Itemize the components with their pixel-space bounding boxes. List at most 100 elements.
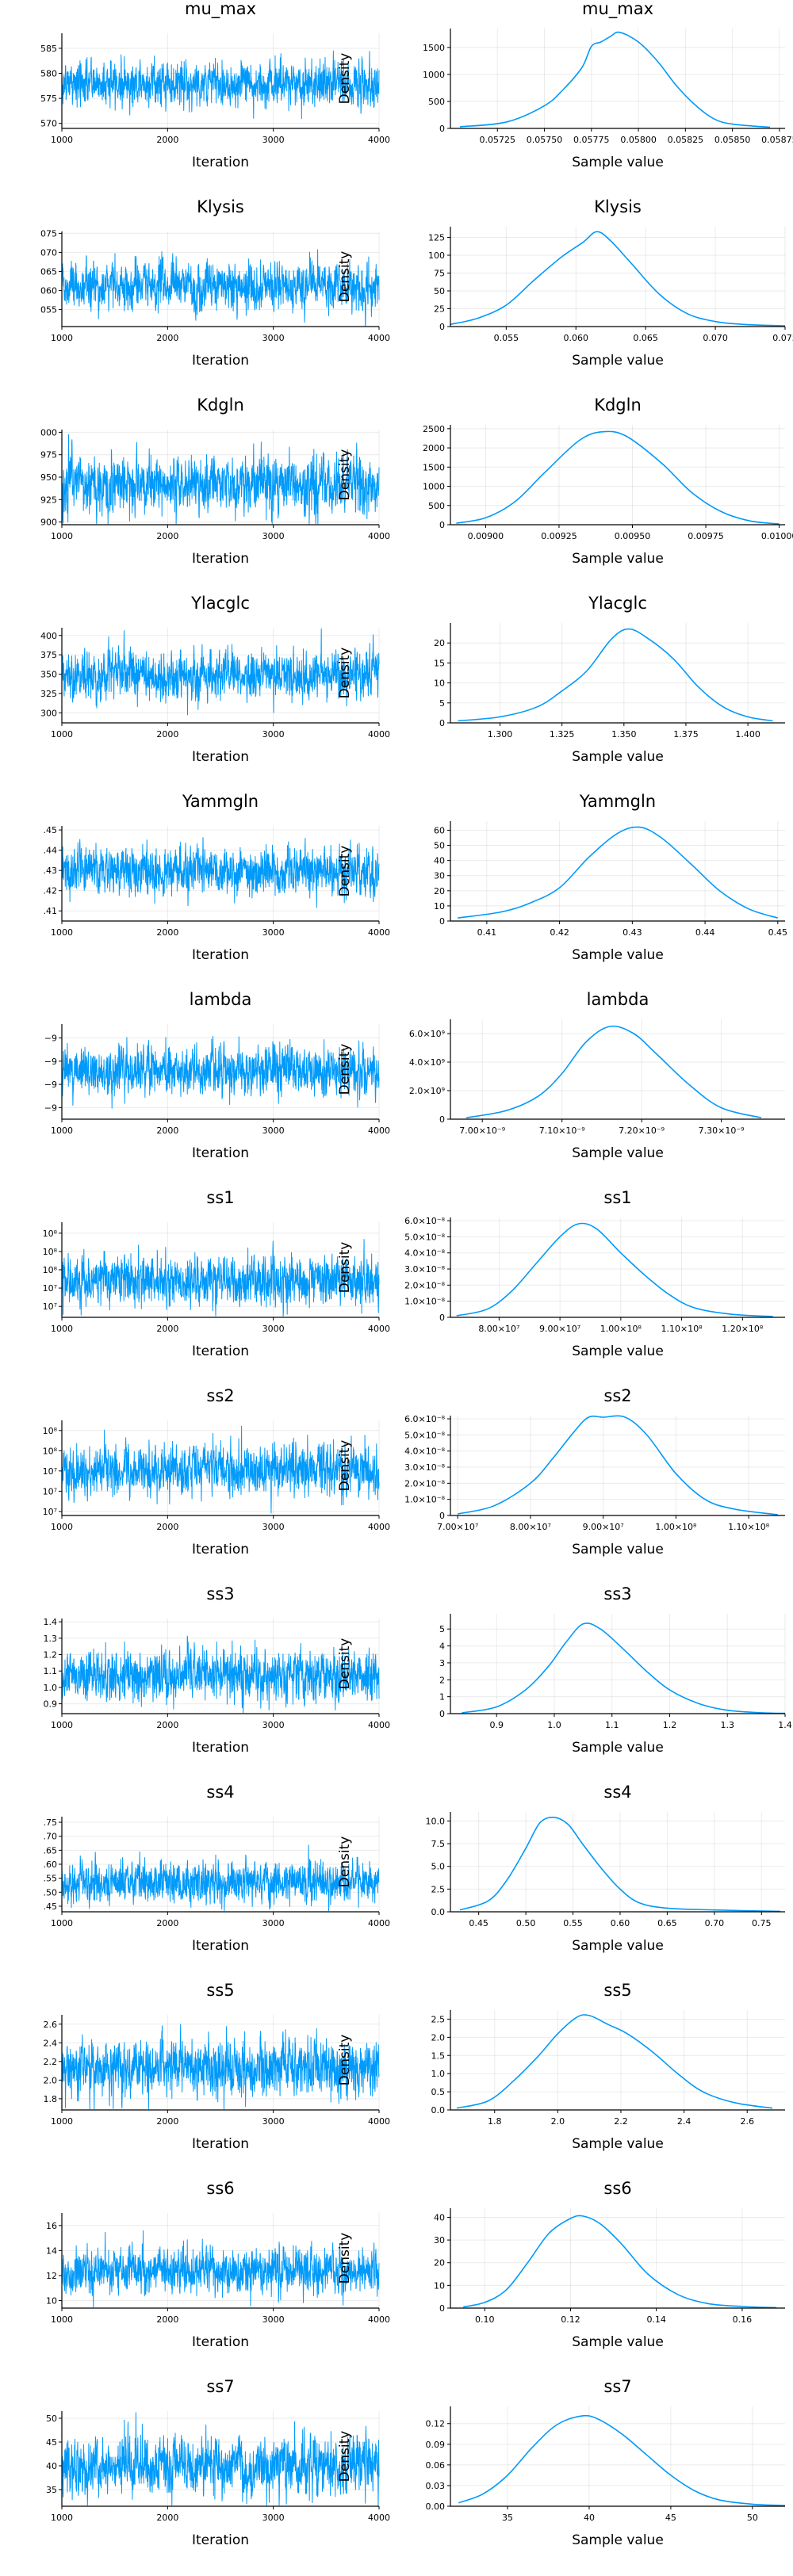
trace-title: ss2 — [206, 1386, 234, 1405]
density-ytick-label: 6.0×10⁻⁸ — [404, 1216, 446, 1226]
density-xtick-label: 0.75 — [752, 1918, 772, 1928]
density-ytick-label: 4 — [439, 1642, 445, 1652]
density-ytick-label: 25 — [434, 304, 445, 315]
density-plot: 0.10 0.12 0.14 0.16 0 10 20 30 40 ss6 Sample value… — [337, 2179, 785, 2350]
density-xlabel: Sample value — [572, 1938, 664, 1954]
trace-line-ss7 — [61, 2412, 380, 2506]
trace-ytick-label: −9 — [44, 1034, 57, 1044]
density-ytick-label: 2.0×10⁹ — [409, 1086, 445, 1096]
trace-xtick-label: 1000 — [51, 1522, 73, 1532]
trace-xlabel: Iteration — [192, 1145, 249, 1161]
density-ytick-label: 1.0×10⁻⁸ — [404, 1495, 446, 1505]
density-ytick-label: 40 — [434, 2212, 445, 2222]
trace-ytick-label: 10⁸ — [43, 1247, 58, 1257]
trace-title: mu_max — [185, 0, 256, 19]
density-title: Kdgln — [594, 396, 642, 415]
density-ytick-label: 2.5 — [431, 2014, 446, 2024]
trace-line-mu_max — [61, 50, 380, 120]
trace-ytick-label: −9 — [44, 1103, 57, 1113]
density-xtick-label: 0.44 — [695, 927, 715, 938]
trace-xtick-label: 1000 — [51, 729, 73, 740]
panel-Ylacglc: 1000 2000 3000 4000 300 325 350 375 400 Ylacglc It… — [40, 594, 785, 765]
trace-plot: 1000 2000 3000 4000 −9 −9 −9 −9 lambda Iteration — [44, 990, 390, 1161]
trace-axes — [61, 2015, 379, 2111]
trace-xtick-label: 3000 — [262, 1918, 285, 1928]
trace-ytick-label: 35 — [46, 2485, 57, 2495]
density-xtick-label: 1.10×10⁸ — [661, 1324, 703, 1334]
trace-plot: 1000 2000 3000 4000 570 575 580 585 mu_max Iterat… — [40, 0, 390, 170]
density-plot: 0.05725 0.05750 0.05775 0.05800 0.05825 0.058… — [337, 0, 793, 170]
trace-ytick-label: 1.2 — [44, 1650, 58, 1661]
density-xtick-label: 0.05800 — [620, 135, 657, 145]
trace-ytick-label: 585 — [40, 44, 57, 54]
density-ytick-label: 0 — [439, 1313, 445, 1323]
trace-xtick-label: 2000 — [156, 2116, 178, 2127]
density-title: Klysis — [594, 197, 642, 216]
trace-xtick-label: 3000 — [262, 2314, 285, 2325]
trace-xtick-label: 3000 — [262, 1324, 285, 1334]
density-ytick-label: 3.0×10⁻⁸ — [404, 1462, 446, 1473]
panel-Yammgln: 1000 2000 3000 4000.41.42.43.44.45YammglnIt… — [44, 792, 788, 963]
trace-ytick-label: 375 — [40, 650, 57, 660]
trace-title: ss7 — [206, 2377, 234, 2396]
density-xtick-label: 2.0 — [551, 2116, 565, 2127]
trace-ytick-label: 075 — [40, 228, 57, 239]
density-xtick-label: 2.6 — [740, 2116, 754, 2127]
density-curve-ss1 — [456, 1222, 773, 1317]
density-ytick-label: 0.5 — [431, 2087, 446, 2097]
density-xtick-label: 7.30×10⁻⁹ — [699, 1126, 745, 1136]
trace-xtick-label: 4000 — [368, 2513, 390, 2523]
density-ytick-label: 3 — [439, 1658, 445, 1668]
trace-line-ss4 — [61, 1844, 380, 1912]
density-axes — [450, 29, 785, 129]
trace-ytick-label: 350 — [40, 670, 57, 680]
trace-plot: 1000 2000 3000 4000 055 060 065 070 075 Klysis Ite… — [40, 197, 390, 369]
density-ytick-label: 10 — [434, 901, 445, 912]
trace-title: Klysis — [197, 197, 244, 216]
density-ytick-label: 1.0×10⁻⁸ — [404, 1297, 446, 1307]
trace-xtick-label: 1000 — [51, 1918, 73, 1928]
trace-ytick-label: 975 — [40, 450, 57, 461]
density-plot: 1.300 1.325 1.350 1.375 1.400 0 5 10 15 20 Ylacglc… — [337, 594, 785, 765]
density-xtick-label: 0.50 — [516, 1918, 536, 1928]
density-xtick-label: 50 — [747, 2513, 758, 2523]
density-xtick-label: 1.375 — [673, 729, 699, 740]
trace-ytick-label: 1.3 — [44, 1634, 58, 1644]
trace-ytick-label: 2.0 — [44, 2075, 58, 2085]
trace-plot: 1000 2000 3000 4000 1.8 2.0 2.2 2.4 2.6 ss5 Iterat… — [44, 1981, 391, 2152]
trace-ytick-label: 575 — [40, 94, 57, 104]
trace-ytick-label: 070 — [40, 247, 57, 258]
trace-xtick-label: 3000 — [262, 135, 285, 145]
density-ytick-label: 20 — [434, 886, 445, 896]
trace-axes — [61, 2411, 379, 2507]
trace-xtick-label: 1000 — [51, 531, 73, 541]
density-xtick-label: 0.00925 — [541, 531, 577, 541]
density-xtick-label: 1.10×10⁸ — [728, 1522, 770, 1532]
density-xtick-label: 0.00900 — [468, 531, 504, 541]
density-title: mu_max — [582, 0, 653, 19]
density-plot: 0.055 0.060 0.065 0.070 0.075 0 25 50 75 100 125 Kl… — [337, 197, 793, 369]
density-xtick-label: 35 — [502, 2513, 513, 2523]
trace-ytick-label: 1.0 — [44, 1683, 58, 1693]
trace-xtick-label: 4000 — [368, 2116, 390, 2127]
trace-xtick-label: 1000 — [51, 927, 73, 938]
density-xlabel: Sample value — [572, 1145, 664, 1161]
trace-ytick-label: 10 — [46, 2296, 57, 2307]
trace-ytick-label: .42 — [44, 886, 58, 896]
density-ytick-label: 500 — [428, 97, 445, 107]
trace-title: lambda — [190, 990, 252, 1009]
trace-xlabel: Iteration — [192, 1938, 249, 1954]
density-ytick-label: 10 — [434, 2280, 445, 2291]
density-xtick-label: 1.3 — [720, 1720, 734, 1730]
density-xtick-label: 1.400 — [735, 729, 760, 740]
density-title: Ylacglc — [588, 594, 647, 613]
trace-xtick-label: 1000 — [51, 2513, 73, 2523]
density-plot: 0.41 0.42 0.43 0.44 0.45 0 10 20 30 40 50 60 Yammgln… — [337, 792, 787, 963]
trace-xtick-label: 1000 — [51, 2314, 73, 2325]
trace-line-lambda — [61, 1035, 380, 1109]
trace-xtick-label: 4000 — [368, 927, 390, 938]
density-curve-Kdgln — [456, 430, 780, 525]
trace-title: Ylacglc — [190, 594, 250, 613]
density-plot: 0.45 0.50 0.55 0.60 0.65 0.70 0.75 0.0 2.5 5.0 7.5… — [337, 1783, 785, 1954]
trace-ytick-label: 065 — [40, 266, 57, 277]
